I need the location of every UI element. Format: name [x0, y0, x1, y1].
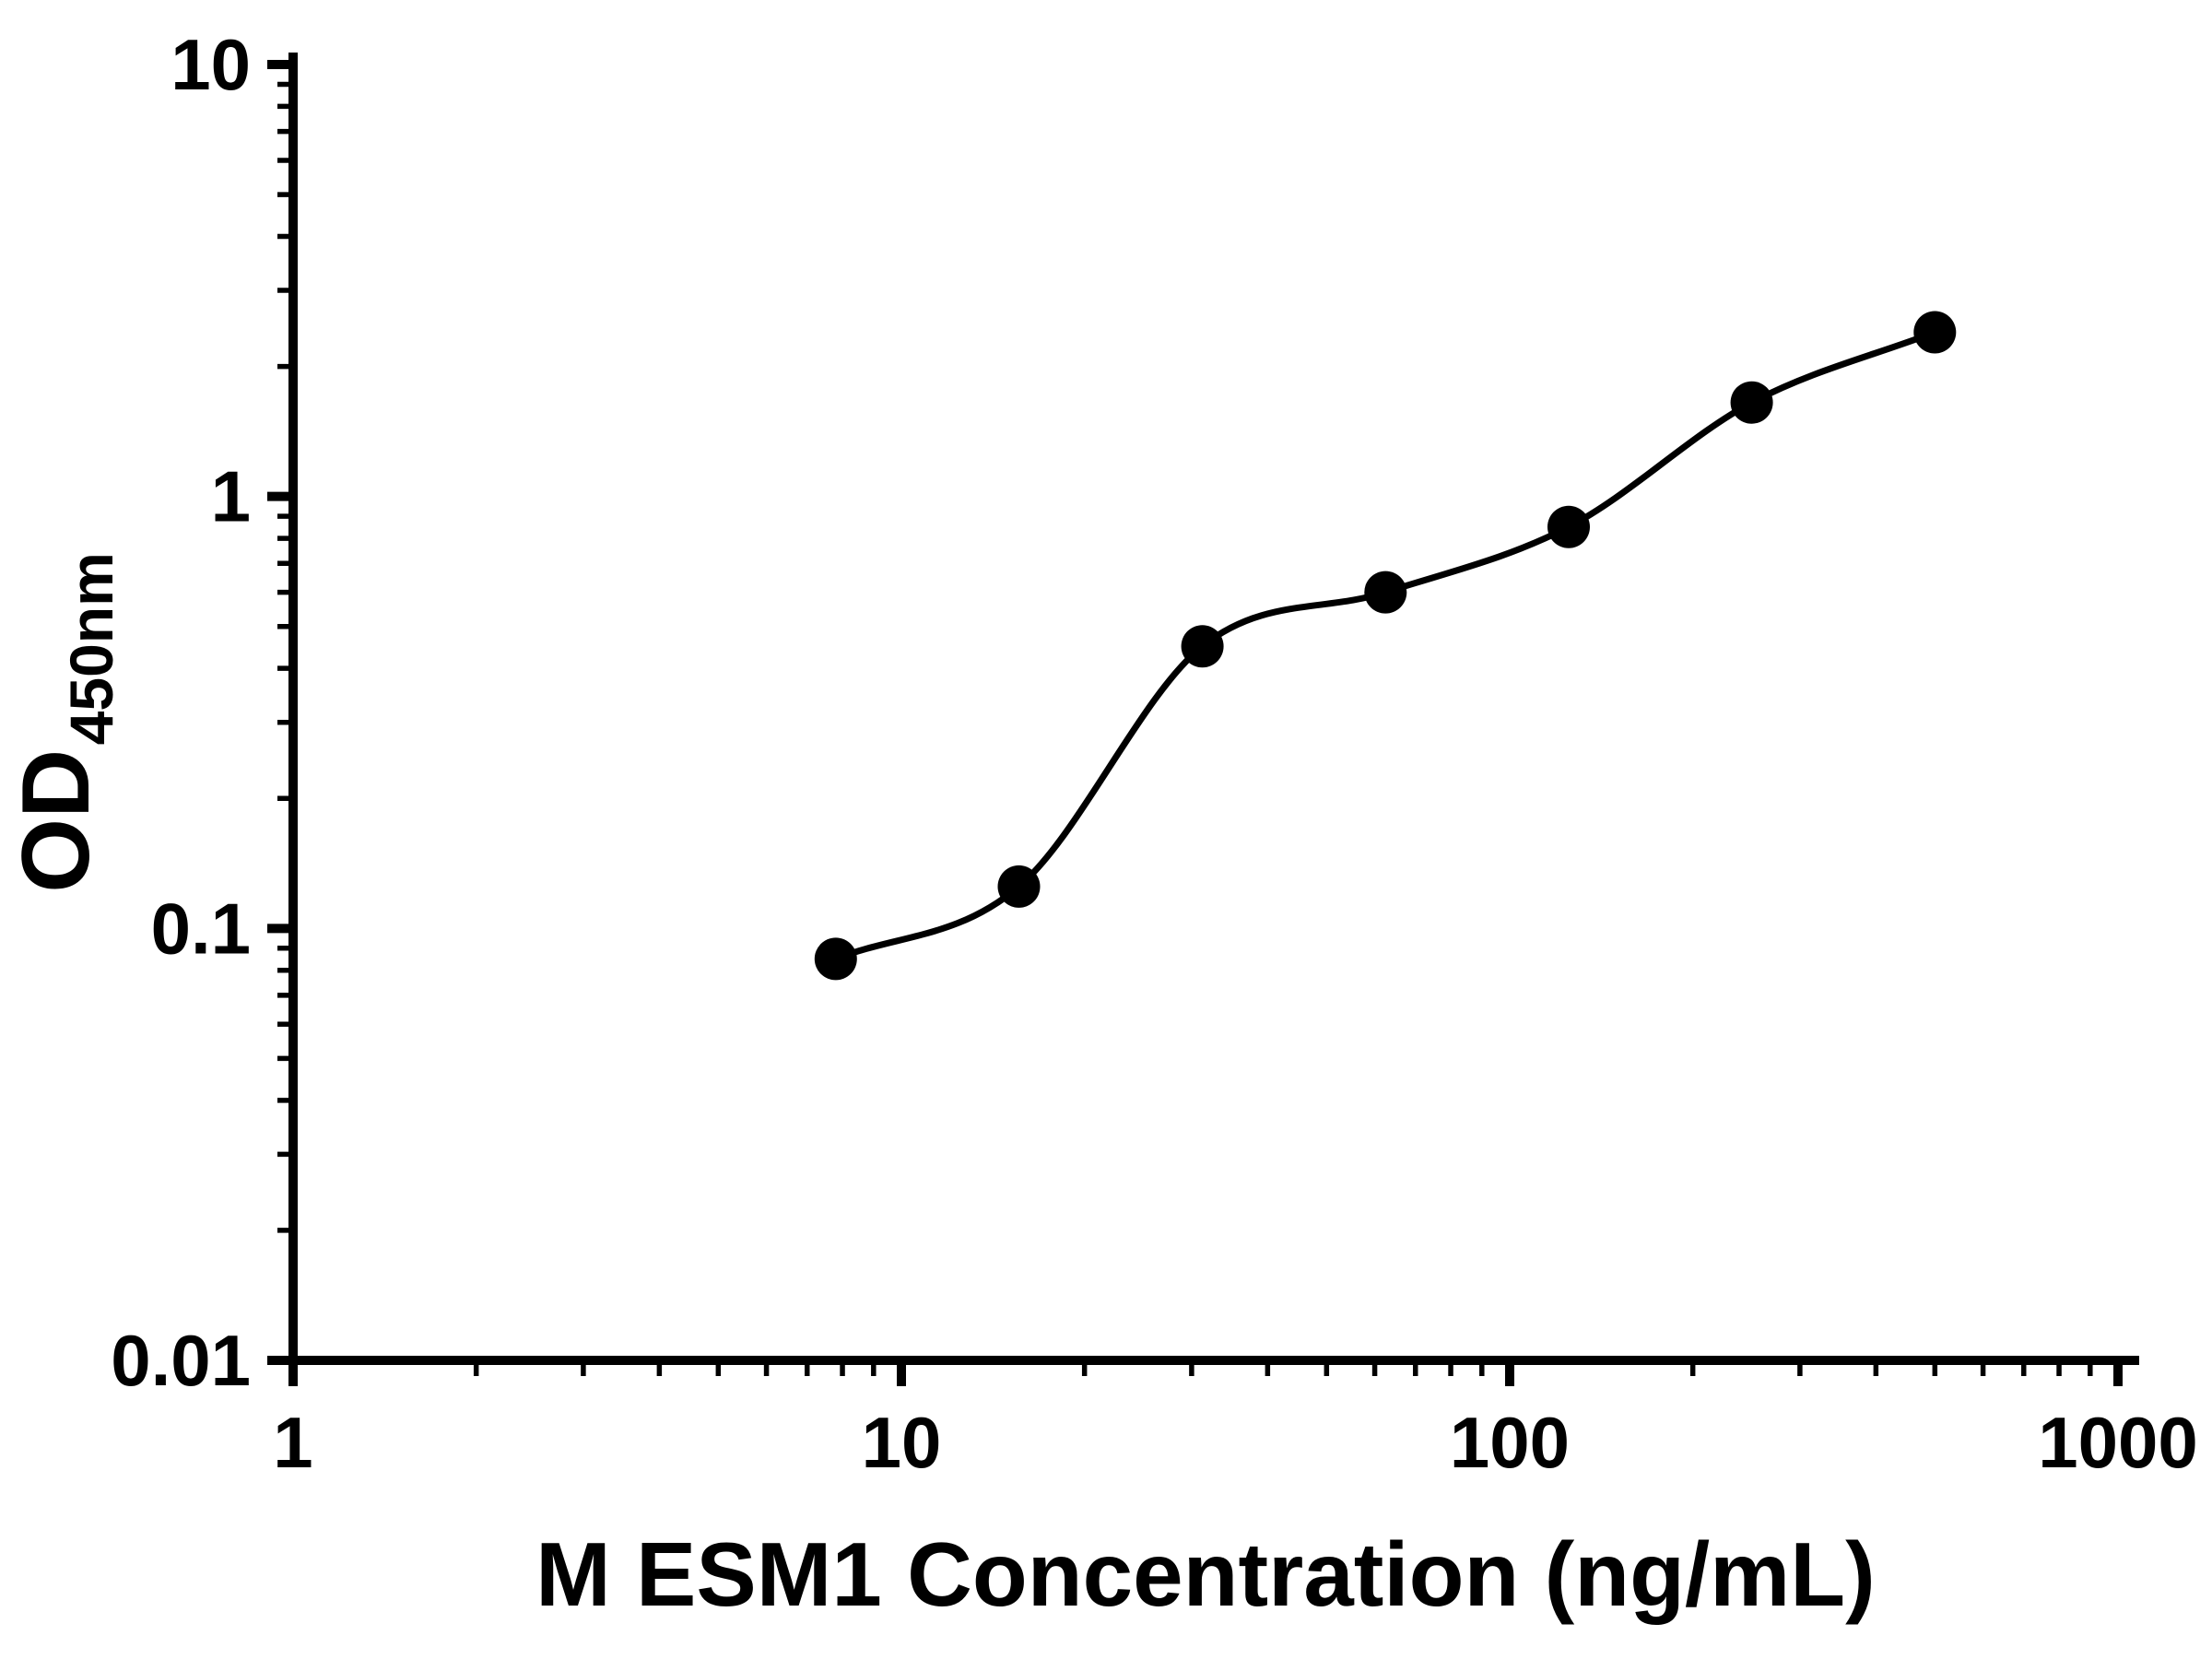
series-group	[814, 311, 1957, 981]
y-tick-label: 0.01	[111, 1320, 251, 1401]
data-point	[1730, 381, 1773, 424]
y-axis-title-main: OD	[3, 749, 110, 893]
ticks-group	[267, 60, 2123, 1386]
axis-lines	[288, 53, 2139, 1365]
y-axis-title-sub: 450nm	[57, 552, 125, 745]
x-tick-label: 100	[1450, 1402, 1570, 1483]
data-point	[997, 865, 1041, 908]
x-tick-label: 10	[862, 1402, 942, 1483]
tick-labels-group: 1 10 100 1000 10 1 0.1 0.01	[111, 24, 2198, 1483]
y-tick-label: 1	[211, 456, 251, 537]
y-tick-label: 10	[171, 24, 251, 105]
fit-curve	[832, 329, 1938, 962]
axes-group	[288, 53, 2139, 1365]
y-tick-label: 0.1	[151, 888, 251, 969]
data-point	[1181, 625, 1224, 668]
data-point	[1913, 311, 1957, 354]
x-tick-label: 1	[273, 1402, 312, 1483]
y-axis-title: OD 450nm	[3, 552, 125, 893]
data-point	[1364, 571, 1407, 614]
x-axis-title: M ESM1 Concentration (ng/mL)	[535, 1524, 1876, 1625]
data-point	[814, 937, 857, 981]
x-tick-label: 1000	[2038, 1402, 2198, 1483]
data-point	[1547, 505, 1590, 548]
